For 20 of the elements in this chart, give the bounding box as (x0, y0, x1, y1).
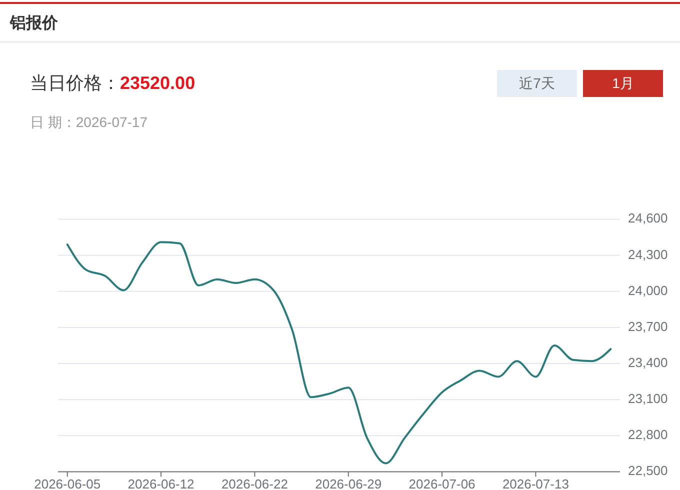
button: 近7天 (497, 70, 577, 97)
button: 1月 (583, 70, 663, 97)
y-tick-label: 23,400 (628, 354, 668, 370)
line-series (66, 241, 612, 464)
y-tick-label: 22,500 (628, 463, 668, 478)
y-tick-label: 24,300 (628, 246, 668, 262)
y-tick-label: 24,600 (628, 210, 668, 226)
x-tick-label: 2026-06-12 (128, 476, 194, 490)
x-tick-label: 2026-06-05 (34, 476, 101, 490)
y-tick-label: 23,100 (628, 391, 668, 406)
x-tick-label: 2026-06-29 (315, 476, 382, 490)
text: 日 期：2026-07-17 (30, 113, 148, 132)
y-tick-label: 24,000 (628, 282, 668, 298)
x-tick-label: 2026-06-22 (221, 476, 288, 490)
y-tick-label: 22,800 (628, 427, 668, 442)
y-tick-label: 23,700 (628, 318, 668, 334)
x-tick-label: 2026-07-06 (408, 476, 476, 490)
chart-title: 铝报价 (10, 14, 58, 34)
chart-subtitle: 当日价格：23520.00 (30, 72, 196, 95)
x-tick-label: 2026-07-13 (502, 476, 569, 490)
